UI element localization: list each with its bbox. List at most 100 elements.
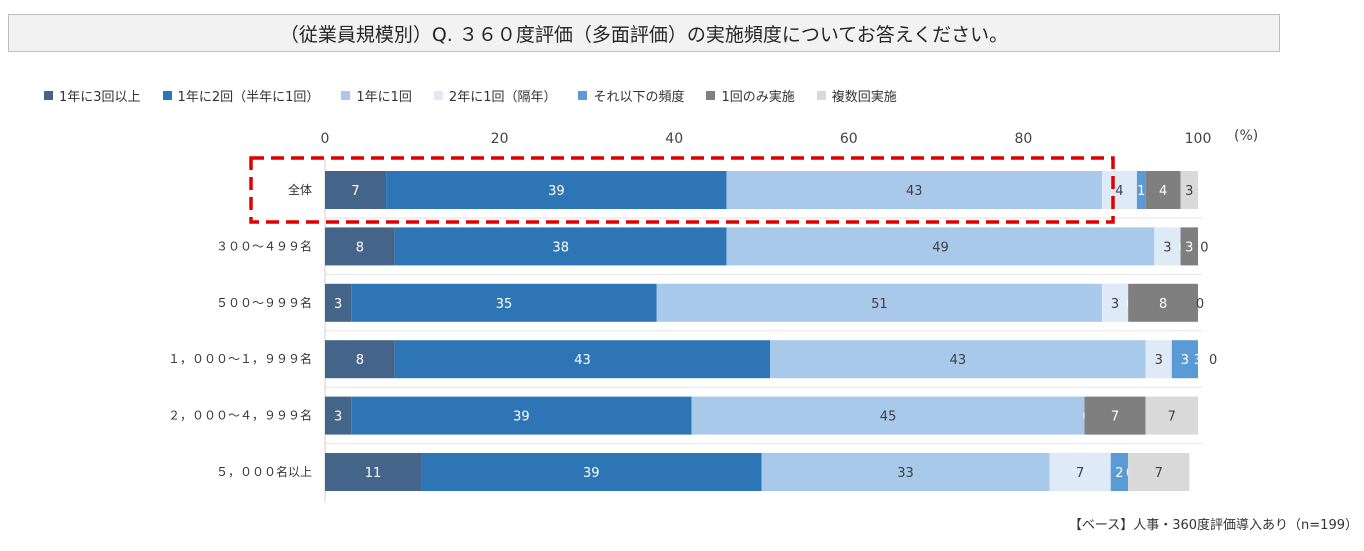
legend: 1年に3回以上 1年に2回（半年に1回） 1年に1回 2年に1回（隔年） それ以下の頻度… (44, 86, 919, 105)
legend-item: 1年に3回以上 (44, 86, 141, 105)
data-label: 43 (950, 353, 967, 368)
chart-title: （従業員規模別）Q. ３６０度評価（多面評価）の実施頻度についてお答えください。 (8, 14, 1280, 52)
category-label: ５００～９９９名 (216, 295, 312, 310)
bar-segment (386, 171, 727, 209)
bar-segment (351, 396, 692, 435)
bar-segment (1136, 171, 1146, 209)
data-label: 3 (1155, 353, 1163, 368)
data-label: 0 (1196, 297, 1204, 312)
footnote: 【ベース】人事・360度評価導入あり（n=199） (1068, 518, 1358, 533)
bar-segment (1145, 396, 1198, 435)
data-label: 3 (1181, 353, 1189, 368)
bar-segment (325, 283, 352, 322)
category-label: １，０００～１，９９９名 (168, 351, 312, 366)
data-label: 8 (1159, 297, 1167, 312)
bar-segment (1101, 171, 1137, 209)
data-label: 45 (880, 410, 897, 425)
x-tick-label: 100 (1185, 131, 1212, 147)
category-label: 全体 (288, 182, 312, 197)
data-label: 49 (932, 240, 949, 255)
data-label: 43 (574, 353, 591, 368)
bar-segment (1180, 171, 1198, 209)
data-label: 7 (1076, 466, 1084, 481)
legend-item: 複数回実施 (816, 86, 897, 105)
category-label: ２，０００～４，９９９名 (168, 408, 312, 423)
x-tick-label: 20 (491, 131, 509, 147)
bar-segment (1145, 340, 1172, 379)
bar-segment (1171, 340, 1198, 379)
data-label: 39 (548, 184, 565, 199)
data-label: 3 (334, 410, 342, 425)
bar-segment (325, 171, 387, 209)
legend-label: 1年に1回 (356, 90, 412, 105)
legend-item: 1回のみ実施 (706, 86, 795, 105)
bar-segment (351, 283, 657, 322)
bar-segment (1049, 453, 1111, 491)
bar-segment (421, 453, 762, 491)
x-tick-label: 0 (321, 131, 330, 147)
legend-swatch (816, 91, 826, 100)
data-label: 7 (351, 184, 359, 199)
data-label: 3 (1111, 297, 1119, 312)
data-label: 11 (365, 466, 382, 481)
data-label: 4 (1159, 184, 1167, 199)
bar-segment (1180, 227, 1198, 266)
data-label: 38 (552, 240, 569, 255)
bar-segment (394, 227, 727, 266)
data-label: 3 (334, 297, 342, 312)
x-tick-label: 80 (1014, 131, 1032, 147)
x-tick-label: 60 (840, 131, 858, 147)
legend-swatch (44, 91, 53, 100)
legend-swatch (341, 91, 351, 100)
legend-item: それ以下の頻度 (578, 86, 684, 105)
data-label: 8 (356, 240, 364, 255)
data-label: 2 (1115, 466, 1123, 481)
bar-segment (325, 396, 352, 435)
data-label: 33 (897, 466, 914, 481)
legend-swatch (162, 91, 172, 100)
bar-segment (325, 340, 395, 379)
bar-segment (726, 227, 1155, 266)
legend-item: 2年に1回（隔年） (433, 86, 557, 105)
category-label: ５，０００名以上 (216, 464, 312, 479)
legend-label: 1回のみ実施 (721, 90, 795, 105)
data-label: 4 (1115, 184, 1123, 199)
data-label: 3 (1194, 353, 1202, 368)
legend-label: 2年に1回（隔年） (448, 90, 557, 105)
data-label: 8 (356, 353, 364, 368)
legend-swatch (706, 91, 716, 100)
legend-swatch (578, 91, 588, 100)
data-label: 39 (513, 410, 530, 425)
highlight-box (249, 156, 1115, 224)
data-label: 7 (1111, 410, 1119, 425)
legend-label: 複数回実施 (831, 90, 897, 105)
bar-segment (770, 340, 1146, 379)
data-label: 3 (1185, 184, 1193, 199)
legend-item: 1年に2回（半年に1回） (162, 86, 320, 105)
data-label: 7 (1155, 466, 1163, 481)
legend-item: 1年に1回 (341, 86, 412, 105)
bar-segment (1084, 396, 1146, 435)
legend-label: 1年に2回（半年に1回） (177, 90, 320, 105)
legend-label: それ以下の頻度 (593, 90, 685, 105)
data-label: 39 (583, 466, 600, 481)
legend-label: 1年に3回以上 (59, 90, 141, 105)
bar-segment (1154, 227, 1181, 266)
bar-segment (1145, 171, 1181, 209)
data-label: 43 (906, 184, 923, 199)
bar-segment (726, 171, 1102, 209)
data-label: 0 (1200, 240, 1208, 255)
data-label: 0 (1209, 353, 1217, 368)
category-label: ３００～４９９名 (216, 238, 312, 253)
data-label: 3 (1163, 240, 1171, 255)
data-label: 1 (1137, 184, 1145, 199)
bar-segment (691, 396, 1085, 435)
data-label: 51 (871, 297, 888, 312)
data-label: 3 (1185, 240, 1193, 255)
bar-segment (325, 453, 422, 491)
bar-segment (1128, 283, 1198, 322)
legend-swatch (433, 91, 443, 100)
bar-segment (325, 227, 395, 266)
bar-segment (761, 453, 1050, 491)
